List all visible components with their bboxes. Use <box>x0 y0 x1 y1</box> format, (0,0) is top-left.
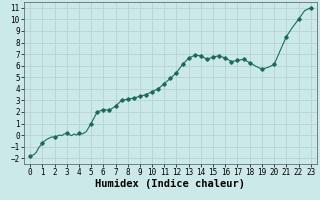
X-axis label: Humidex (Indice chaleur): Humidex (Indice chaleur) <box>95 179 245 189</box>
